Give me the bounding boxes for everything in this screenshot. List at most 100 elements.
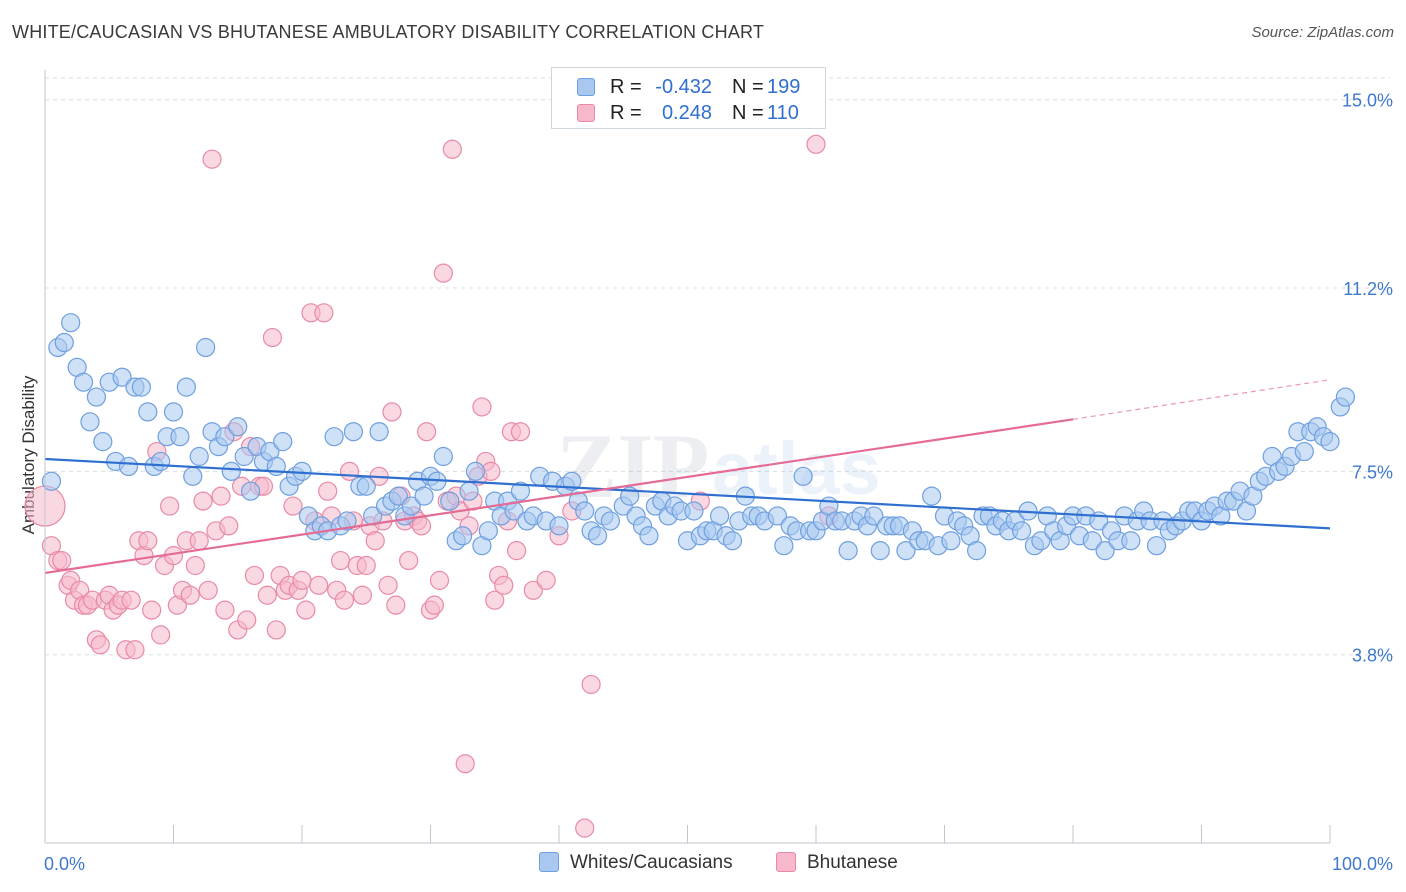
bhutanese-trend-line bbox=[44, 418, 1074, 575]
whites-point bbox=[870, 541, 890, 561]
chart-title: WHITE/CAUCASIAN VS BHUTANESE AMBULATORY … bbox=[12, 22, 765, 42]
whites-point bbox=[356, 476, 376, 496]
whites-point bbox=[722, 531, 743, 551]
whites-point bbox=[575, 501, 595, 521]
bhutanese-point bbox=[330, 550, 351, 571]
bhutanese-point bbox=[219, 516, 239, 536]
whites-point bbox=[163, 402, 184, 422]
whites-point bbox=[234, 446, 254, 467]
bhutanese-trend-extension bbox=[1072, 379, 1331, 420]
bhutanese-point bbox=[215, 600, 235, 620]
whites-point bbox=[189, 446, 209, 467]
x-tick-label: 100.0% bbox=[1332, 854, 1393, 874]
whites-point bbox=[793, 466, 813, 486]
whites-point bbox=[1121, 531, 1141, 551]
bhutanese-point bbox=[417, 422, 437, 442]
bhutanese-point bbox=[125, 640, 145, 660]
y-tick-label: 3.8% bbox=[1352, 646, 1393, 666]
bhutanese-point bbox=[185, 555, 205, 576]
bhutanese-point bbox=[211, 486, 231, 506]
bhutanese-points bbox=[24, 134, 839, 838]
bhutanese-point bbox=[160, 496, 180, 516]
whites-point bbox=[1082, 531, 1102, 551]
legend-swatch-bhutanese bbox=[577, 104, 595, 122]
bhutanese-point bbox=[193, 491, 213, 511]
bottom-legend-swatch-whites bbox=[539, 852, 559, 872]
whites-point bbox=[388, 486, 408, 506]
bhutanese-point bbox=[510, 422, 531, 442]
bhutanese-point bbox=[90, 635, 110, 655]
whites-point bbox=[131, 377, 151, 397]
whites-point bbox=[118, 456, 139, 477]
x-tick-label: 0.0% bbox=[44, 854, 85, 874]
whites-point bbox=[684, 501, 704, 521]
trend-lines bbox=[44, 379, 1331, 575]
correlation-legend: R = -0.432 N = 199 R = 0.248 N = 110 bbox=[551, 67, 826, 129]
whites-point bbox=[215, 427, 235, 447]
bhutanese-point bbox=[386, 595, 406, 615]
bhutanese-point bbox=[806, 134, 826, 154]
bhutanese-point bbox=[244, 565, 265, 586]
whites-point bbox=[324, 427, 344, 447]
whites-point bbox=[41, 471, 62, 491]
bhutanese-point bbox=[356, 555, 376, 576]
bhutanese-point bbox=[202, 149, 222, 169]
whites-trend-line bbox=[44, 457, 1331, 530]
bhutanese-point bbox=[506, 541, 527, 561]
whites-point bbox=[1320, 432, 1340, 452]
bhutanese-point bbox=[382, 402, 402, 422]
legend-n-value: 199 bbox=[767, 76, 801, 98]
whites-point bbox=[459, 481, 479, 501]
whites-point bbox=[478, 521, 498, 541]
bhutanese-point bbox=[262, 327, 283, 348]
bhutanese-point bbox=[334, 590, 355, 610]
whites-point bbox=[196, 337, 216, 358]
whites-point bbox=[112, 367, 132, 387]
bhutanese-point bbox=[472, 397, 492, 417]
whites-point bbox=[401, 496, 421, 516]
whites-point bbox=[967, 541, 987, 561]
bhutanese-point bbox=[581, 674, 601, 695]
bhutanese-point bbox=[411, 516, 432, 536]
y-tick-label: 15.0% bbox=[1342, 91, 1393, 111]
bhutanese-point bbox=[142, 600, 162, 620]
whites-point bbox=[639, 526, 659, 546]
whites-point bbox=[767, 506, 788, 526]
whites-point bbox=[221, 461, 241, 481]
whites-point bbox=[896, 541, 916, 561]
bottom-legend-label-whites: Whites/Caucasians bbox=[570, 852, 733, 873]
whites-point bbox=[292, 461, 312, 481]
whites-point bbox=[343, 422, 363, 442]
bhutanese-point bbox=[318, 481, 338, 501]
whites-points bbox=[41, 313, 1356, 561]
whites-point bbox=[510, 481, 531, 501]
bhutanese-point bbox=[494, 575, 514, 595]
bhutanese-point bbox=[442, 139, 462, 159]
legend-swatch-whites bbox=[577, 78, 595, 96]
whites-point bbox=[86, 387, 107, 407]
whites-point bbox=[587, 526, 608, 546]
bhutanese-point bbox=[151, 625, 171, 645]
whites-point bbox=[73, 372, 94, 392]
legend-row-whites: R = -0.432 N = 199 bbox=[552, 76, 825, 100]
bhutanese-point bbox=[523, 580, 543, 600]
whites-point bbox=[93, 432, 113, 452]
whites-point bbox=[1031, 531, 1051, 551]
whites-point bbox=[414, 486, 434, 506]
whites-point bbox=[453, 526, 473, 546]
legend-row-bhutanese: R = 0.248 N = 110 bbox=[552, 102, 825, 126]
legend-n-value: 110 bbox=[767, 102, 799, 124]
bhutanese-point bbox=[314, 303, 334, 323]
bhutanese-point bbox=[399, 550, 419, 571]
whites-point bbox=[1011, 521, 1032, 541]
bhutanese-point bbox=[52, 550, 72, 571]
whites-point bbox=[138, 402, 158, 422]
bottom-legend-swatch-bhutanese bbox=[776, 852, 796, 872]
whites-point bbox=[273, 432, 293, 452]
whites-point bbox=[1294, 441, 1314, 462]
whites-point bbox=[183, 466, 203, 486]
bhutanese-point bbox=[352, 585, 372, 605]
whites-point bbox=[228, 417, 248, 437]
legend-n-label: N = bbox=[732, 102, 764, 124]
whites-point bbox=[941, 531, 961, 551]
